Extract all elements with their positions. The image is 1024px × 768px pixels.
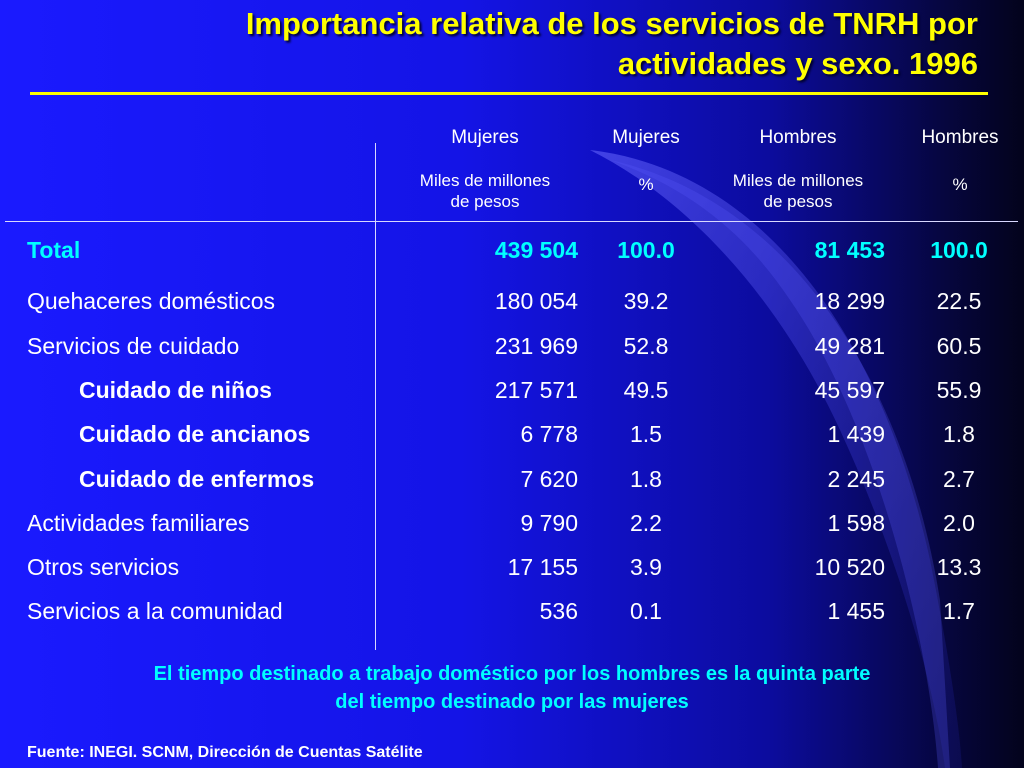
cell-mujeres-valor: 180 054 bbox=[494, 288, 578, 314]
row-label: Quehaceres domésticos bbox=[27, 288, 276, 314]
slide-title: Importancia relativa de los servicios de… bbox=[78, 4, 978, 84]
cell-hombres-valor: 1 598 bbox=[827, 510, 885, 536]
column-header: Mujeres bbox=[451, 127, 519, 148]
column-header: Mujeres bbox=[612, 127, 680, 148]
cell-mujeres-pct: 1.8 bbox=[630, 466, 662, 492]
column-subheader: % bbox=[952, 175, 968, 194]
column-subheader: Miles de millones bbox=[419, 171, 551, 190]
header-mujeres-pct: Mujeres % bbox=[596, 127, 696, 217]
cell-hombres-valor: 45 597 bbox=[814, 377, 885, 403]
column-subheader: % bbox=[638, 175, 654, 194]
row-label: Servicios a la comunidad bbox=[27, 598, 283, 624]
column-subheader: Miles de millones bbox=[732, 171, 864, 190]
cell-mujeres-pct: 52.8 bbox=[623, 333, 669, 359]
cell-hombres-pct: 2.0 bbox=[943, 510, 975, 536]
cell-hombres-valor: 49 281 bbox=[814, 333, 885, 359]
footnote-line-1: El tiempo destinado a trabajo doméstico … bbox=[153, 663, 871, 685]
header-hombres-valor: Hombres Miles de millones de pesos bbox=[708, 127, 888, 217]
cell-hombres-valor: 1 455 bbox=[827, 598, 885, 624]
cell-hombres-valor: 81 453 bbox=[814, 237, 885, 263]
footnote-highlight: El tiempo destinado a trabajo doméstico … bbox=[30, 660, 994, 716]
table-row-sub: Cuidado de enfermos 7 620 1.8 2 245 2.7 bbox=[0, 466, 1024, 506]
cell-hombres-valor: 1 439 bbox=[827, 421, 885, 447]
title-line-1: Importancia relativa de los servicios de… bbox=[245, 6, 978, 41]
cell-mujeres-pct: 100.0 bbox=[617, 237, 675, 263]
row-label: Cuidado de ancianos bbox=[79, 421, 311, 447]
header-mujeres-valor: Mujeres Miles de millones de pesos bbox=[395, 127, 575, 217]
column-header: Hombres bbox=[759, 127, 837, 148]
source-citation: Fuente: INEGI. SCNM, Dirección de Cuenta… bbox=[27, 744, 423, 761]
footnote-line-2: del tiempo destinado por las mujeres bbox=[335, 691, 689, 713]
table-header-divider bbox=[5, 221, 1018, 222]
row-label: Cuidado de enfermos bbox=[79, 466, 315, 492]
table-column-divider bbox=[375, 143, 376, 650]
cell-mujeres-valor: 7 620 bbox=[520, 466, 578, 492]
cell-mujeres-pct: 1.5 bbox=[630, 421, 662, 447]
row-label: Actividades familiares bbox=[27, 510, 250, 536]
cell-mujeres-pct: 2.2 bbox=[630, 510, 662, 536]
cell-hombres-pct: 22.5 bbox=[936, 288, 982, 314]
column-subheader: de pesos bbox=[763, 192, 833, 211]
cell-hombres-pct: 1.7 bbox=[943, 598, 975, 624]
cell-hombres-pct: 1.8 bbox=[943, 421, 975, 447]
cell-hombres-pct: 100.0 bbox=[930, 237, 988, 263]
title-underline bbox=[30, 92, 988, 95]
cell-mujeres-pct: 39.2 bbox=[623, 288, 669, 314]
row-label: Cuidado de niños bbox=[79, 377, 272, 403]
row-label: Servicios de cuidado bbox=[27, 333, 240, 359]
row-label: Total bbox=[27, 237, 81, 263]
cell-hombres-valor: 2 245 bbox=[827, 466, 885, 492]
cell-mujeres-pct: 49.5 bbox=[623, 377, 669, 403]
column-subheader: de pesos bbox=[450, 192, 520, 211]
table-row-sub: Cuidado de niños 217 571 49.5 45 597 55.… bbox=[0, 377, 1024, 417]
table-row: Servicios de cuidado 231 969 52.8 49 281… bbox=[0, 333, 1024, 373]
table-row: Servicios a la comunidad 536 0.1 1 455 1… bbox=[0, 598, 1024, 638]
table-row-total: Total 439 504 100.0 81 453 100.0 bbox=[0, 237, 1024, 277]
cell-hombres-pct: 2.7 bbox=[943, 466, 975, 492]
cell-hombres-valor: 18 299 bbox=[814, 288, 885, 314]
cell-mujeres-valor: 17 155 bbox=[507, 554, 578, 580]
cell-mujeres-valor: 536 bbox=[539, 598, 578, 624]
cell-hombres-pct: 60.5 bbox=[936, 333, 982, 359]
cell-mujeres-valor: 439 504 bbox=[494, 237, 578, 263]
table-row: Quehaceres domésticos 180 054 39.2 18 29… bbox=[0, 288, 1024, 328]
cell-hombres-pct: 55.9 bbox=[936, 377, 982, 403]
table-row: Otros servicios 17 155 3.9 10 520 13.3 bbox=[0, 554, 1024, 594]
cell-hombres-valor: 10 520 bbox=[814, 554, 885, 580]
table-row-sub: Cuidado de ancianos 6 778 1.5 1 439 1.8 bbox=[0, 421, 1024, 461]
cell-hombres-pct: 13.3 bbox=[936, 554, 982, 580]
cell-mujeres-valor: 9 790 bbox=[520, 510, 578, 536]
header-hombres-pct: Hombres % bbox=[905, 127, 1015, 217]
cell-mujeres-pct: 0.1 bbox=[630, 598, 662, 624]
cell-mujeres-valor: 217 571 bbox=[494, 377, 578, 403]
cell-mujeres-valor: 231 969 bbox=[494, 333, 578, 359]
title-line-2: actividades y sexo. 1996 bbox=[617, 46, 978, 81]
cell-mujeres-pct: 3.9 bbox=[630, 554, 662, 580]
row-label: Otros servicios bbox=[27, 554, 180, 580]
column-header: Hombres bbox=[921, 127, 999, 148]
cell-mujeres-valor: 6 778 bbox=[520, 421, 578, 447]
table-row: Actividades familiares 9 790 2.2 1 598 2… bbox=[0, 510, 1024, 550]
